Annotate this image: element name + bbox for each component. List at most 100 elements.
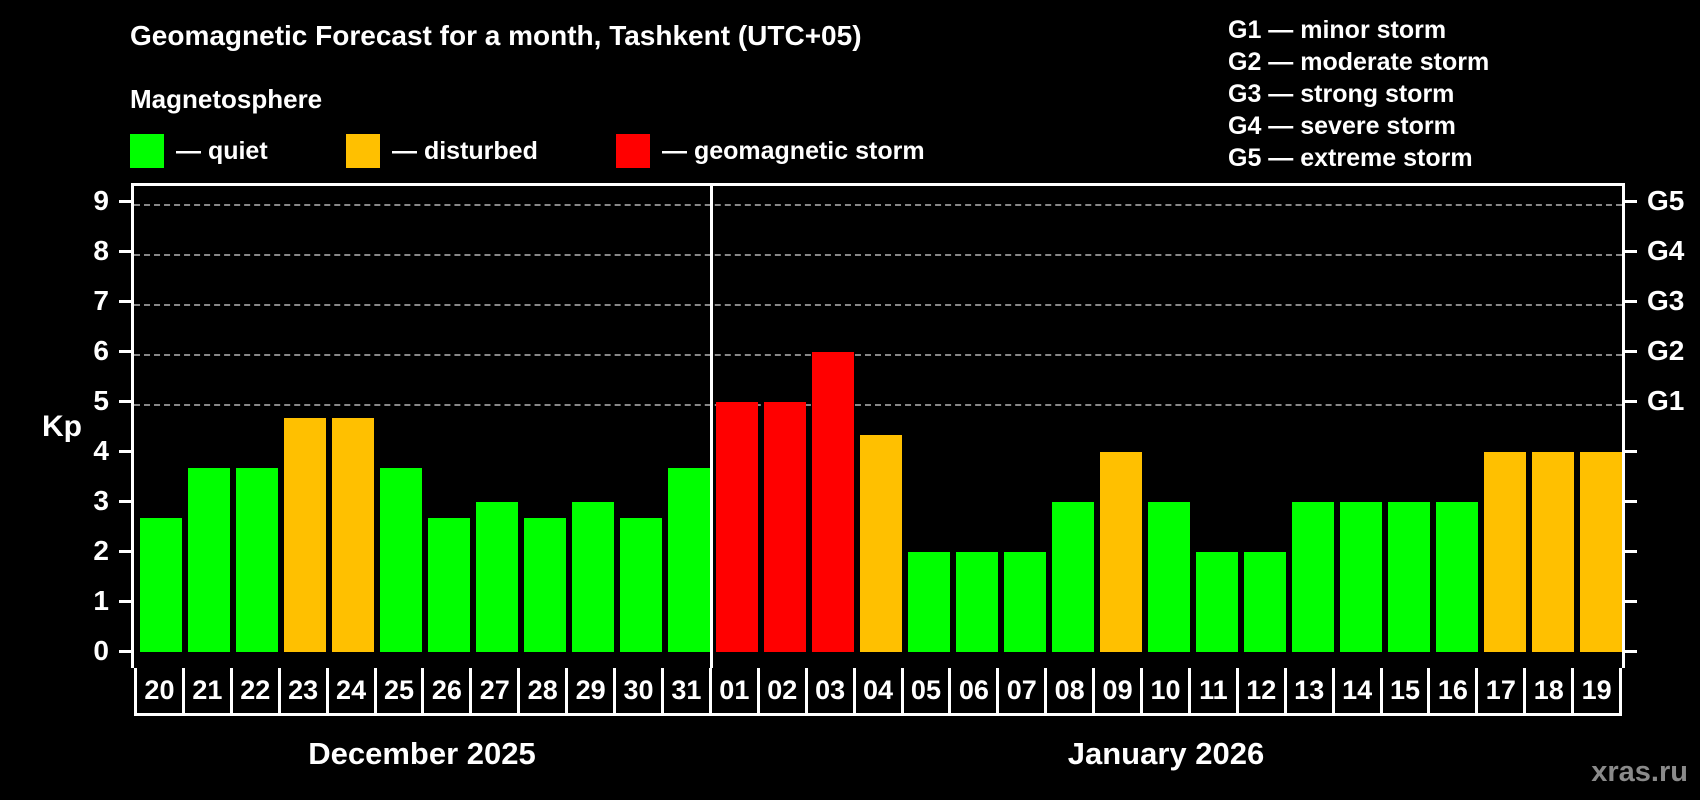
gridline	[134, 353, 1622, 356]
storm-level-label: G3	[1647, 284, 1685, 316]
date-cell: 16	[1427, 668, 1475, 713]
storm-scale-g2: G2 — moderate storm	[1228, 48, 1490, 76]
kp-bar	[140, 518, 182, 652]
date-cell: 13	[1283, 668, 1332, 713]
y-tick	[119, 250, 131, 254]
month-divider	[710, 186, 713, 668]
kp-bar	[668, 468, 710, 652]
y-tick	[119, 200, 131, 204]
kp-bar	[380, 468, 422, 652]
kp-bar	[1388, 501, 1430, 652]
kp-bar	[620, 518, 662, 652]
date-cell: 06	[948, 668, 996, 713]
kp-bar	[1340, 501, 1382, 652]
storm-swatch-icon	[616, 134, 650, 168]
kp-bar	[1484, 451, 1526, 652]
kp-bar	[764, 401, 806, 652]
kp-bar	[1100, 451, 1142, 652]
date-cell: 03	[804, 668, 853, 713]
y-tick	[119, 300, 131, 304]
gridline	[134, 303, 1622, 306]
y-tick	[119, 650, 131, 654]
right-tick	[1625, 300, 1637, 304]
date-cell: 15	[1379, 668, 1428, 713]
chart-title: Geomagnetic Forecast for a month, Tashke…	[130, 20, 862, 51]
kp-bar	[236, 468, 278, 652]
right-tick	[1625, 600, 1637, 604]
date-cell: 02	[756, 668, 805, 713]
date-cell: 18	[1523, 668, 1571, 713]
kp-bar	[1580, 451, 1622, 652]
kp-bar	[1004, 551, 1046, 652]
date-cell: 12	[1235, 668, 1284, 713]
date-cell: 11	[1187, 668, 1236, 713]
date-cell: 27	[469, 668, 517, 713]
y-tick	[119, 600, 131, 604]
storm-scale-g5: G5 — extreme storm	[1228, 144, 1473, 172]
date-cell: 19	[1571, 668, 1619, 713]
right-tick	[1625, 250, 1637, 254]
gridline	[134, 203, 1622, 206]
date-cell: 08	[1044, 668, 1092, 713]
date-cell: 24	[325, 668, 374, 713]
date-cell: 17	[1475, 668, 1523, 713]
legend-quiet-label: — quiet	[176, 136, 268, 165]
kp-bar	[428, 518, 470, 652]
y-tick-label: 6	[93, 334, 109, 366]
kp-bar	[812, 351, 854, 652]
legend-disturbed-label: — disturbed	[392, 136, 538, 165]
date-cell: 26	[421, 668, 469, 713]
kp-bar	[1436, 501, 1478, 652]
kp-bar	[476, 501, 518, 652]
legend-heading: Magnetosphere	[130, 84, 323, 114]
kp-bar	[524, 518, 566, 652]
month-label-january: January 2026	[1067, 736, 1265, 771]
kp-bar	[716, 401, 758, 652]
kp-bar	[1292, 501, 1334, 652]
date-cell: 07	[996, 668, 1044, 713]
right-tick	[1625, 500, 1637, 504]
storm-level-label: G1	[1647, 384, 1685, 416]
date-cell: 01	[708, 668, 757, 713]
date-cell: 22	[229, 668, 278, 713]
right-tick	[1625, 650, 1637, 654]
storm-level-label: G4	[1647, 234, 1685, 266]
storm-level-label: G2	[1647, 334, 1685, 366]
date-cell: 31	[660, 668, 709, 713]
date-cell: 29	[565, 668, 613, 713]
y-tick	[119, 450, 131, 454]
storm-scale-g3: G3 — strong storm	[1228, 80, 1455, 108]
y-tick-label: 1	[93, 584, 109, 616]
date-cell: 28	[517, 668, 565, 713]
kp-bar	[1052, 501, 1094, 652]
storm-scale-g1: G1 — minor storm	[1228, 16, 1447, 44]
kp-bar	[1196, 551, 1238, 652]
kp-bar	[908, 551, 950, 652]
y-axis-label: Kp	[42, 410, 82, 443]
y-tick	[119, 500, 131, 504]
kp-bar	[860, 435, 902, 652]
right-tick	[1625, 400, 1637, 404]
date-cell: 20	[144, 675, 175, 705]
plot-area	[131, 183, 1625, 668]
date-cell: 14	[1331, 668, 1380, 713]
date-cell: 21	[181, 668, 230, 713]
y-tick-label: 7	[93, 284, 109, 316]
quiet-swatch-icon	[130, 134, 164, 168]
kp-bar	[284, 418, 326, 652]
gridline	[134, 253, 1622, 256]
credit: xras.ru	[1591, 756, 1688, 788]
right-tick	[1625, 450, 1637, 454]
kp-bar	[1148, 501, 1190, 652]
kp-bar	[332, 418, 374, 652]
y-tick-label: 3	[93, 484, 109, 516]
legend-disturbed: — disturbed	[346, 134, 538, 168]
legend-storm: — geomagnetic storm	[616, 134, 925, 168]
legend-storm-label: — geomagnetic storm	[662, 136, 925, 165]
date-cell: 25	[373, 668, 422, 713]
date-cell: 10	[1140, 668, 1188, 713]
month-label-december: December 2025	[308, 736, 536, 771]
y-tick-label: 9	[93, 184, 109, 216]
date-cell: 23	[277, 668, 326, 713]
right-tick	[1625, 350, 1637, 354]
